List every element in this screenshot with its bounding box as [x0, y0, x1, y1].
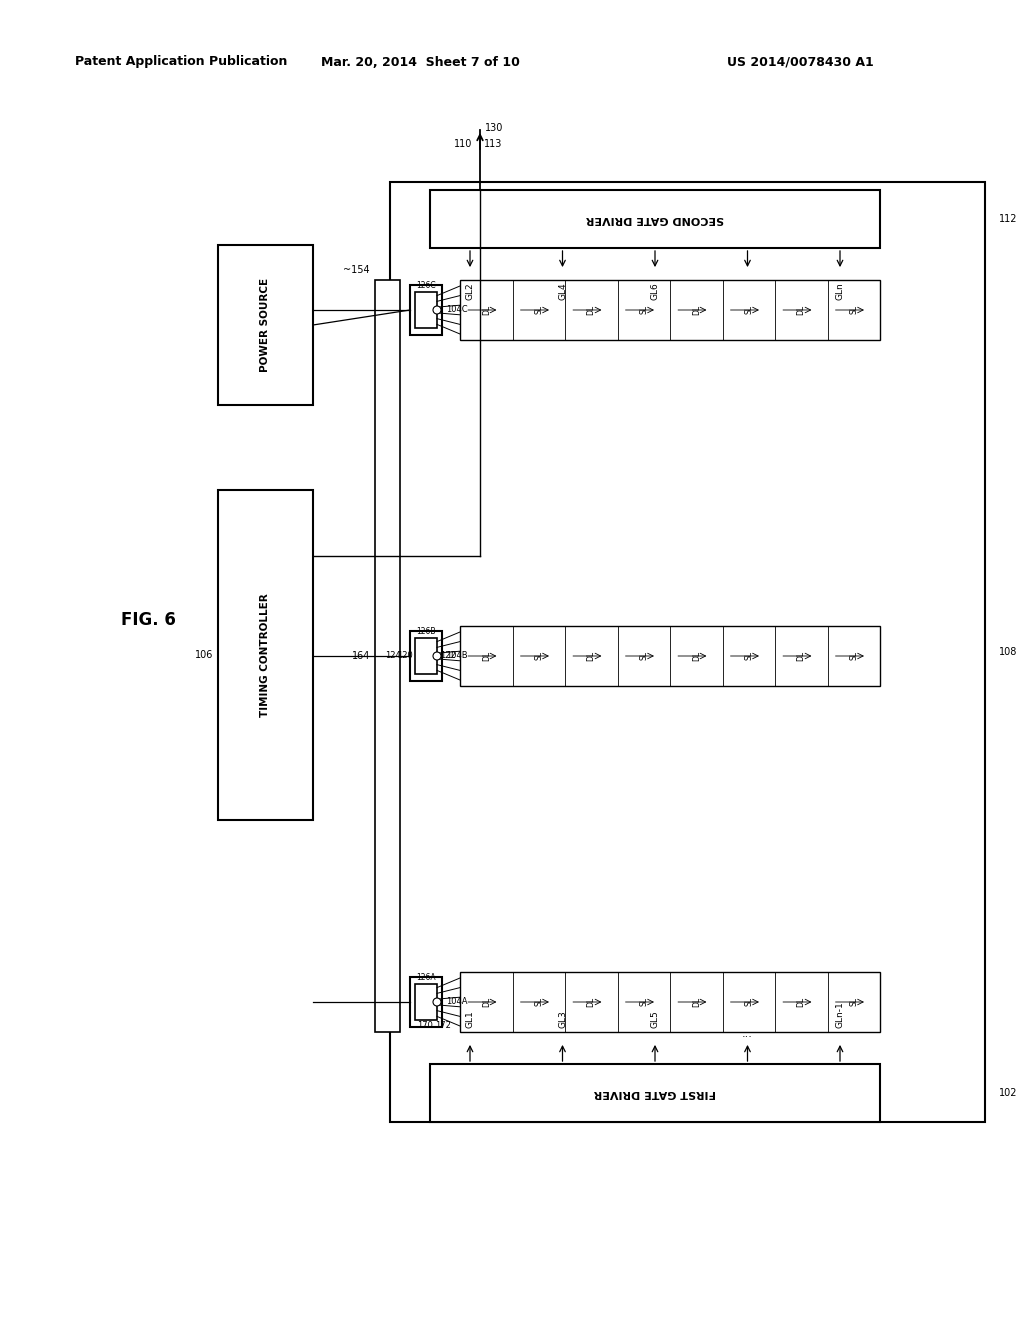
Text: SL: SL [849, 998, 858, 1006]
Text: SL: SL [849, 305, 858, 314]
Text: GL1: GL1 [466, 1010, 474, 1028]
Text: 102: 102 [999, 1088, 1018, 1098]
Bar [218, 246, 313, 405]
Text: GLn: GLn [836, 282, 845, 300]
Bar [430, 1064, 880, 1122]
Bar [375, 280, 400, 1032]
Bar [430, 265, 880, 1047]
Text: GL3: GL3 [558, 1010, 567, 1028]
Text: DL: DL [587, 305, 596, 315]
Bar [430, 190, 880, 248]
Text: 126B: 126B [416, 627, 436, 636]
Text: FIG. 6: FIG. 6 [121, 611, 175, 630]
Text: DL: DL [692, 305, 700, 315]
Text: DL: DL [797, 305, 806, 315]
Text: ...: ... [742, 1030, 753, 1039]
Bar [460, 280, 880, 341]
Text: DL: DL [481, 997, 490, 1007]
Text: 130: 130 [485, 123, 504, 133]
Text: SL: SL [639, 305, 648, 314]
Text: DL: DL [797, 651, 806, 661]
Bar [390, 182, 985, 1122]
Text: GL4: GL4 [558, 282, 567, 300]
Text: 104C: 104C [446, 305, 468, 314]
Circle shape [433, 306, 441, 314]
Text: DL: DL [481, 651, 490, 661]
Bar [410, 977, 442, 1027]
Text: 110: 110 [454, 139, 472, 149]
Text: Patent Application Publication: Patent Application Publication [75, 55, 288, 69]
Text: DL: DL [797, 997, 806, 1007]
Circle shape [433, 652, 441, 660]
Text: 126C: 126C [416, 281, 436, 290]
Text: SL: SL [639, 652, 648, 660]
Bar [410, 285, 442, 335]
Text: Mar. 20, 2014  Sheet 7 of 10: Mar. 20, 2014 Sheet 7 of 10 [321, 55, 519, 69]
Text: SECOND GATE DRIVER: SECOND GATE DRIVER [586, 214, 724, 224]
Text: 120: 120 [397, 652, 413, 660]
Text: DL: DL [587, 651, 596, 661]
Text: GL5: GL5 [650, 1010, 659, 1028]
Text: ~154: ~154 [343, 265, 370, 275]
Text: GL2: GL2 [466, 282, 474, 300]
Text: 164: 164 [351, 651, 370, 661]
Text: DL: DL [481, 305, 490, 315]
Text: 124: 124 [385, 652, 401, 660]
Text: 172: 172 [435, 1022, 451, 1031]
Text: 126A: 126A [416, 974, 436, 982]
Text: 104A: 104A [446, 998, 468, 1006]
Text: SL: SL [535, 305, 544, 314]
Text: 112: 112 [999, 214, 1018, 224]
Bar [460, 972, 880, 1032]
Text: TIMING CONTROLLER: TIMING CONTROLLER [260, 593, 270, 717]
Text: 122: 122 [440, 652, 456, 660]
Text: US 2014/0078430 A1: US 2014/0078430 A1 [727, 55, 873, 69]
Text: SL: SL [744, 998, 754, 1006]
Text: SL: SL [744, 652, 754, 660]
Text: 113: 113 [484, 139, 503, 149]
Text: DL: DL [692, 651, 700, 661]
Text: SL: SL [535, 998, 544, 1006]
Text: SL: SL [744, 305, 754, 314]
Text: POWER SOURCE: POWER SOURCE [260, 279, 270, 372]
Bar [415, 292, 437, 327]
Text: 106: 106 [195, 649, 213, 660]
Text: SL: SL [849, 652, 858, 660]
Text: 170: 170 [417, 1022, 433, 1031]
Circle shape [433, 998, 441, 1006]
Text: 104B: 104B [446, 652, 468, 660]
Text: ...: ... [742, 273, 753, 282]
Bar [415, 983, 437, 1020]
Text: 108: 108 [999, 647, 1018, 657]
Text: SL: SL [639, 998, 648, 1006]
Text: GLn-1: GLn-1 [836, 1002, 845, 1028]
Text: DL: DL [587, 997, 596, 1007]
Bar [415, 638, 437, 675]
Bar [410, 631, 442, 681]
Text: GL6: GL6 [650, 282, 659, 300]
Text: DL: DL [692, 997, 700, 1007]
Text: FIRST GATE DRIVER: FIRST GATE DRIVER [594, 1088, 716, 1098]
Bar [218, 490, 313, 820]
Bar [460, 626, 880, 686]
Text: SL: SL [535, 652, 544, 660]
